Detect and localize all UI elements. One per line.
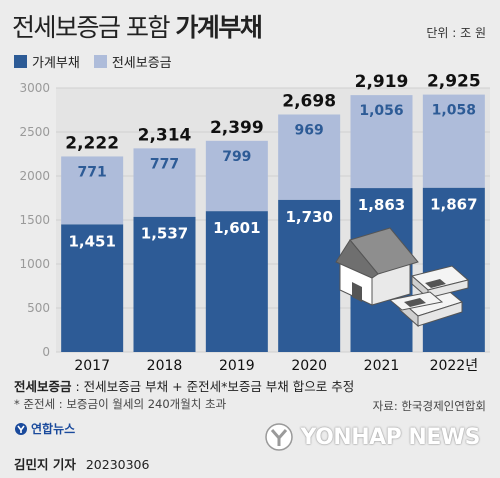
yonhap-logo: 연합뉴스 [14, 420, 75, 437]
byline: 김민지 기자 20230306 [14, 454, 149, 473]
title-light: 전세보증금 포함 [12, 13, 170, 42]
data-label-jeonse-deposit: 1,056 [359, 103, 403, 119]
data-label-household-debt: 1,601 [213, 219, 260, 237]
unit-label: 단위 : 조 원 [426, 26, 486, 40]
bar-jeonse-deposit [350, 95, 413, 189]
page-title: 전세보증금 포함 가계부채 [12, 8, 263, 44]
data-label-household-debt: 1,537 [141, 225, 188, 243]
x-tick-label: 2020 [291, 358, 327, 374]
x-tick-label: 2021 [364, 358, 400, 374]
reporter-name: 김민지 기자 [14, 457, 76, 472]
legend-label-household-debt: 가계부채 [32, 56, 80, 71]
chart-legend: 가계부채 전세보증금 [14, 52, 180, 71]
bar-household-debt [133, 216, 196, 352]
data-label-jeonse-deposit: 777 [150, 156, 179, 172]
legend-swatch-jeonse-deposit [93, 55, 107, 68]
money-stack-icon [388, 265, 470, 328]
data-label-jeonse-deposit: 1,058 [432, 103, 476, 119]
yonhap-watermark: YONHAP NEWS [264, 422, 480, 452]
x-tick-label: 2022년 [430, 358, 479, 374]
data-label-household-debt: 1,863 [358, 196, 405, 214]
y-axis: 0 500 1000 1500 2000 2500 3000 [19, 81, 50, 359]
chart-grid [56, 87, 490, 353]
bar-household-debt [205, 211, 268, 352]
data-label-household-debt: 1,730 [285, 208, 332, 226]
chart-bars: 1,451 771 2,222 2017 1,537 777 2,314 2018 1,601 7… [61, 72, 485, 374]
data-label-total: 2,222 [65, 133, 119, 153]
definition-note: 전세보증금 : 전세보증금 부채 + 준전세*보증금 부채 합으로 추정 [14, 376, 354, 395]
definition-label: 전세보증금 [14, 379, 72, 394]
footnote: * 준전세 : 보증금이 월세의 240개월치 초과 [14, 397, 227, 411]
y-tick-label: 500 [27, 301, 50, 315]
bar-jeonse-deposit [61, 156, 124, 225]
legend-item-jeonse-deposit: 전세보증금 [93, 52, 172, 71]
watermark-text: YONHAP NEWS [300, 424, 480, 450]
bar-jeonse-deposit [133, 148, 196, 217]
y-tick-label: 1000 [19, 257, 50, 271]
watermark-icon [265, 423, 294, 451]
x-tick-label: 2018 [147, 358, 183, 374]
source-label: 자료: 한국경제인연합회 [372, 399, 486, 413]
data-label-household-debt: 1,451 [68, 232, 115, 250]
data-label-total: 2,919 [355, 72, 409, 92]
y-tick-label: 0 [42, 345, 50, 359]
bar-jeonse-deposit [422, 94, 485, 188]
y-tick-label: 2500 [19, 125, 50, 139]
bar-household-debt [61, 224, 124, 352]
y-tick-label: 3000 [19, 81, 50, 95]
legend-item-household-debt: 가계부채 [14, 52, 80, 71]
y-tick-label: 1500 [19, 213, 50, 227]
bar-jeonse-deposit [205, 140, 268, 212]
yonhap-logo-icon [15, 422, 27, 435]
bar-household-debt [278, 199, 341, 352]
house-and-money-illustration [335, 227, 470, 328]
data-label-household-debt: 1,867 [430, 196, 477, 214]
data-label-total: 2,698 [282, 91, 336, 111]
data-label-jeonse-deposit: 799 [222, 149, 251, 165]
logo-text: 연합뉴스 [31, 422, 76, 436]
data-label-total: 2,399 [210, 118, 264, 138]
x-tick-label: 2017 [74, 358, 110, 374]
house-icon [335, 227, 419, 306]
bar-jeonse-deposit [278, 114, 341, 200]
publish-date: 20230306 [85, 457, 150, 472]
y-tick-label: 2000 [19, 169, 50, 183]
legend-swatch-household-debt [14, 55, 27, 68]
x-tick-label: 2019 [219, 358, 255, 374]
title-bold: 가계부채 [175, 13, 263, 42]
data-label-jeonse-deposit: 771 [78, 164, 107, 180]
data-label-jeonse-deposit: 969 [295, 122, 324, 138]
data-label-total: 2,925 [427, 72, 481, 92]
legend-label-jeonse-deposit: 전세보증금 [111, 56, 172, 71]
data-label-total: 2,314 [138, 125, 192, 145]
definition-text: : 전세보증금 부채 + 준전세*보증금 부채 합으로 추정 [71, 379, 355, 394]
